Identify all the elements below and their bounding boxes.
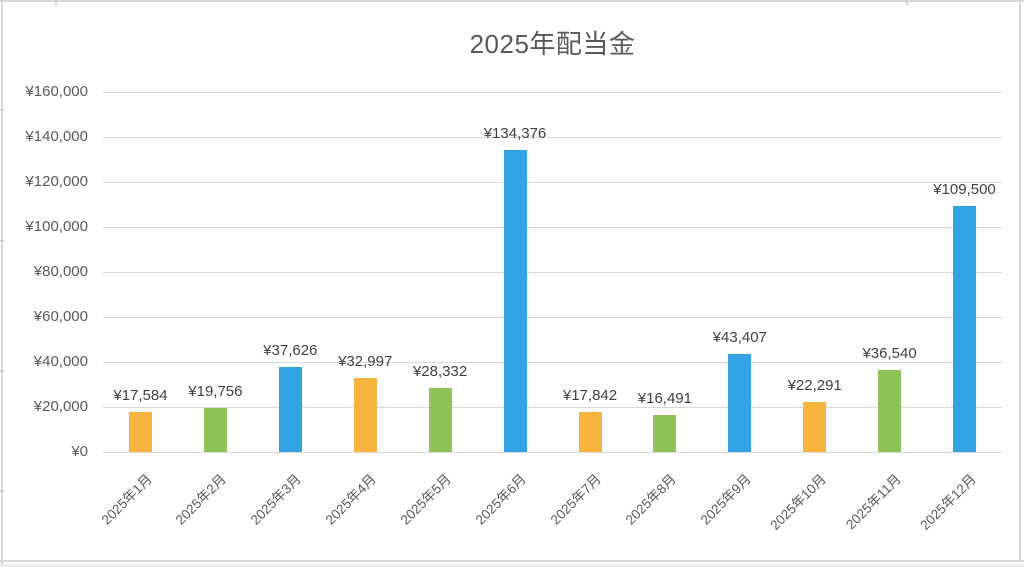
y-axis-tick-label: ¥120,000 (25, 173, 88, 190)
row-gridline-stub (0, 109, 4, 111)
bar-value-label: ¥32,997 (338, 352, 393, 370)
y-axis-tick-label: ¥20,000 (33, 398, 88, 415)
y-axis-tick-label: ¥140,000 (25, 128, 88, 145)
y-axis-tick-label: ¥40,000 (33, 353, 88, 370)
bar-2025年8月 (653, 414, 677, 452)
bar-2025年4月 (353, 377, 377, 452)
bar-2025年9月 (728, 354, 752, 452)
column-gridline-stub (55, 0, 57, 5)
bar-2025年1月 (129, 412, 152, 452)
sheet-gridline-right (1019, 0, 1021, 560)
bar-2025年7月 (578, 411, 602, 452)
y-axis-tick-label: ¥0 (71, 443, 88, 460)
y-axis-tick-label: ¥60,000 (33, 308, 88, 325)
bar-2025年12月 (953, 205, 976, 452)
bar-value-label: ¥22,291 (787, 376, 842, 394)
gridline (103, 181, 1002, 183)
y-axis-tick-label: ¥100,000 (25, 218, 88, 235)
bar-value-label: ¥43,407 (712, 329, 767, 347)
gridline (103, 271, 1002, 273)
x-axis-line (103, 451, 1002, 453)
bar-2025年5月 (428, 388, 452, 452)
bar-value-label: ¥17,842 (562, 386, 618, 404)
y-axis-tick-label: ¥80,000 (33, 263, 88, 280)
bar-2025年2月 (203, 407, 227, 452)
column-gridline-stub (906, 0, 908, 5)
bar-2025年6月 (503, 149, 527, 452)
bar-2025年10月 (803, 401, 827, 452)
row-gridline-stub (0, 490, 4, 492)
sheet-gridline-bottom (0, 560, 1024, 562)
gridline (103, 361, 1002, 363)
row-gridline-stub (0, 240, 4, 242)
gridline (103, 226, 1002, 228)
bar-value-label: ¥17,584 (113, 387, 168, 405)
sheet-gridline-left (1, 0, 3, 567)
bar-2025年11月 (878, 369, 902, 452)
bar-value-label: ¥36,540 (862, 344, 917, 362)
bar-value-label: ¥37,626 (263, 342, 318, 360)
gridline (103, 406, 1002, 408)
bar-value-label: ¥109,500 (933, 180, 996, 198)
gridline (103, 316, 1002, 318)
bar-value-label: ¥16,491 (637, 389, 692, 407)
bar-value-label: ¥134,376 (483, 124, 547, 142)
chart-title: 2025年配当金 (469, 29, 636, 59)
bar-value-label: ¥28,332 (412, 363, 468, 381)
y-axis-tick-label: ¥160,000 (25, 83, 88, 100)
gridline (103, 136, 1002, 138)
bar-value-label: ¥19,756 (188, 382, 243, 400)
bar-2025年3月 (278, 367, 302, 452)
gridline (103, 91, 1002, 93)
sheet-gridline-top (0, 0, 1024, 2)
sheet-bottom-strip (0, 564, 1024, 567)
row-gridline-stub (0, 370, 4, 372)
